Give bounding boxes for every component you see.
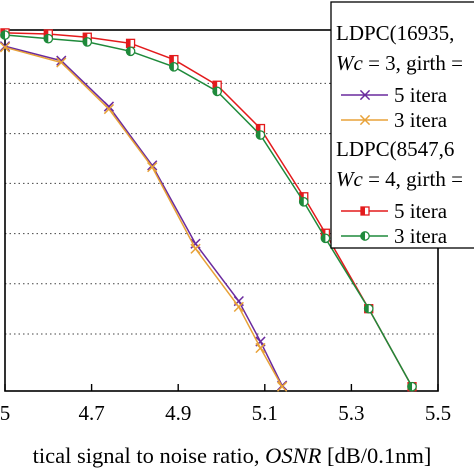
legend-marker: [359, 114, 371, 126]
legend-entry-label: 3 itera: [394, 108, 448, 132]
data-point: [212, 86, 223, 97]
data-point: [320, 233, 331, 244]
x-axis-label: tical signal to noise ratio, OSNR [dB/0.…: [33, 443, 432, 468]
legend-marker: [360, 231, 370, 241]
legend-marker: [359, 89, 371, 101]
series-layer: [0, 28, 417, 392]
data-point: [103, 103, 115, 115]
data-point: [276, 381, 288, 392]
data-point: [255, 342, 266, 354]
x-tick-label: 4.7: [78, 401, 104, 425]
legend-entry-label: 5 itera: [394, 83, 448, 107]
data-point: [43, 33, 54, 44]
legend-box: [330, 1, 474, 249]
data-point: [233, 301, 244, 313]
x-tick-label: 5.5: [425, 401, 451, 425]
legend-entry-label: 3 itera: [394, 224, 448, 248]
data-point: [255, 130, 266, 140]
data-point: [125, 38, 136, 49]
series-line: [4, 45, 283, 386]
data-point: [0, 30, 10, 40]
series-line: [4, 46, 283, 388]
data-point: [125, 46, 136, 57]
legend-group-params: Wc = 4, girth =: [336, 167, 463, 191]
legend-marker: [360, 206, 370, 216]
legend-params-rest: = 4, girth =: [363, 167, 463, 191]
x-ticks: 5 4.7 4.9 5.1 5.3 5.5: [0, 384, 451, 425]
legend-wc: Wc: [336, 51, 363, 75]
data-point: [56, 57, 67, 68]
data-point: [82, 37, 93, 47]
series-1: [0, 42, 288, 392]
data-point: [190, 238, 201, 249]
x-axis-label-unit: [dB/0.1nm]: [321, 443, 431, 468]
series-3: [0, 30, 417, 392]
legend-entry-label: 5 itera: [394, 199, 448, 223]
legend-wc: Wc: [336, 167, 363, 191]
x-tick-label: 5.3: [338, 401, 364, 425]
x-axis-label-prefix: tical signal to noise ratio,: [33, 443, 265, 468]
data-point: [0, 42, 11, 53]
data-point: [56, 55, 67, 66]
data-point: [169, 61, 179, 72]
data-point: [103, 101, 115, 112]
x-tick-label: 4.9: [165, 401, 191, 425]
series-0: [0, 41, 288, 391]
data-point: [298, 196, 309, 207]
data-point: [407, 381, 417, 392]
legend-params-rest: = 3, girth =: [363, 51, 463, 75]
x-tick-label: 5.1: [252, 401, 278, 425]
data-point: [147, 162, 158, 173]
x-axis-label-osnr: OSNR: [265, 443, 322, 468]
legend-group-params: Wc = 3, girth =: [336, 51, 463, 75]
data-point: [363, 303, 374, 314]
legend-group-title: LDPC(8547,6: [336, 137, 454, 161]
data-point: [0, 41, 11, 52]
x-tick-label: 5: [0, 401, 10, 425]
data-point: [190, 243, 201, 254]
legend-group-title: LDPC(16935,: [336, 21, 454, 45]
